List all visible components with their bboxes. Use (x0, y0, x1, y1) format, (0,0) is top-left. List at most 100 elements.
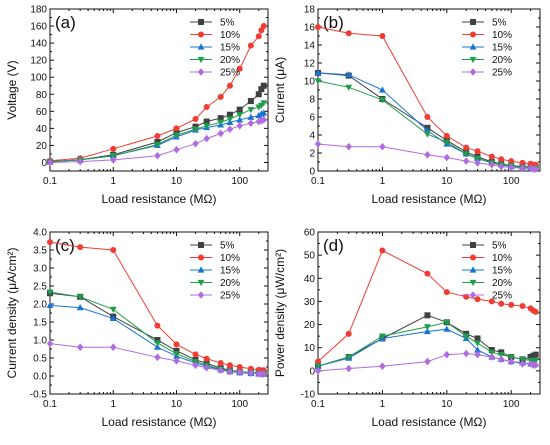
data-point (474, 350, 481, 359)
data-point (236, 122, 243, 130)
y-tick-label: -0.5 (30, 390, 48, 401)
legend-marker (469, 56, 477, 64)
data-point (314, 140, 322, 148)
y-tick-label: 30 (304, 297, 316, 308)
data-point (236, 106, 243, 113)
data-point (226, 111, 233, 118)
y-tick-label: 16 (304, 23, 316, 34)
legend-marker (469, 266, 477, 273)
data-point (260, 23, 267, 30)
data-point (345, 354, 353, 361)
panel-label: (c) (55, 236, 75, 255)
chart-panel-b: 0.1 1 10 100 0 2 4 6 8 10 12 14 16 18 Load resistance … (273, 5, 541, 206)
legend-marker (197, 266, 205, 273)
legend-label: 25% (220, 291, 240, 302)
series-5pct (47, 290, 267, 377)
series-20pct (46, 289, 268, 378)
data-point (497, 352, 505, 359)
plot-frame (49, 8, 269, 172)
x-tick-label: 10 (171, 176, 183, 187)
legend-label: 25% (492, 68, 512, 79)
y-tick-label: 4 (309, 131, 315, 142)
y-tick-label: 4.0 (33, 228, 47, 239)
data-point (217, 366, 224, 375)
legend-marker (197, 56, 205, 64)
x-tick-label: 1 (380, 399, 386, 410)
data-point (154, 343, 161, 350)
chart-panel-a: 0.1 1 10 100 0 20 40 60 80 100 120 140 160 180 Load re… (5, 5, 269, 206)
data-point (46, 158, 54, 167)
data-point (192, 126, 199, 133)
data-point (488, 349, 496, 356)
y-tick-label: 60 (36, 107, 48, 118)
data-point (424, 114, 431, 120)
y-tick-label: 120 (30, 56, 47, 67)
y-tick-label: 50 (304, 251, 316, 262)
data-point (109, 306, 117, 313)
data-point (192, 139, 199, 148)
y-tick-label: 0 (309, 167, 315, 178)
x-tick-label: 100 (503, 399, 520, 410)
data-point (474, 159, 481, 167)
data-point (260, 370, 267, 378)
x-tick-label: 0.1 (43, 399, 57, 410)
data-point (315, 24, 321, 30)
data-point (474, 155, 481, 162)
data-point (379, 247, 386, 254)
data-point (508, 301, 515, 308)
series-10pct (315, 24, 539, 168)
data-point (498, 156, 505, 163)
x-tick-label: 0.1 (311, 399, 325, 410)
data-point (247, 107, 255, 114)
data-point (203, 123, 211, 130)
legend-marker (470, 19, 476, 25)
data-point (192, 351, 199, 358)
data-point (154, 340, 161, 347)
data-point (379, 97, 386, 104)
data-point (498, 162, 505, 171)
data-point (217, 119, 225, 126)
y-tick-label: 2 (309, 149, 315, 160)
data-point (532, 351, 539, 358)
data-point (519, 164, 526, 173)
data-point (217, 93, 224, 100)
legend-label: 10% (220, 253, 240, 264)
panel-label: (a) (55, 13, 76, 32)
data-point (508, 158, 515, 165)
y-axis-label: Current (μA) (273, 57, 287, 123)
data-point (154, 133, 161, 140)
data-point (77, 244, 84, 251)
data-point (110, 156, 117, 164)
series-25pct (46, 116, 267, 167)
data-point (443, 325, 451, 332)
data-point (192, 115, 199, 122)
data-point (532, 361, 539, 369)
data-point (443, 139, 451, 146)
y-tick-label: 40 (304, 274, 316, 285)
y-tick-label: 1.0 (33, 336, 47, 347)
data-point (443, 289, 450, 296)
x-axis-label: Load resistance (MΩ) (371, 415, 486, 429)
legend-marker (470, 31, 476, 38)
data-point (314, 367, 322, 375)
x-tick-label: 10 (171, 399, 183, 410)
data-point (46, 289, 54, 296)
x-axis-label: Load resistance (MΩ) (101, 192, 216, 206)
y-tick-label: 3.5 (33, 246, 47, 257)
legend-marker (469, 68, 477, 76)
x-tick-label: 0.1 (311, 176, 325, 187)
data-point (474, 335, 481, 342)
data-point (462, 157, 470, 165)
x-tick-label: 1 (110, 399, 116, 410)
data-point (498, 300, 505, 307)
data-point (488, 298, 495, 305)
data-point (474, 346, 481, 353)
data-point (236, 364, 243, 370)
legend-label: 25% (220, 68, 240, 79)
series-10pct (47, 239, 267, 374)
legend-label: 15% (220, 266, 240, 277)
data-point (217, 360, 224, 367)
data-point (345, 364, 352, 373)
data-point (110, 247, 117, 253)
